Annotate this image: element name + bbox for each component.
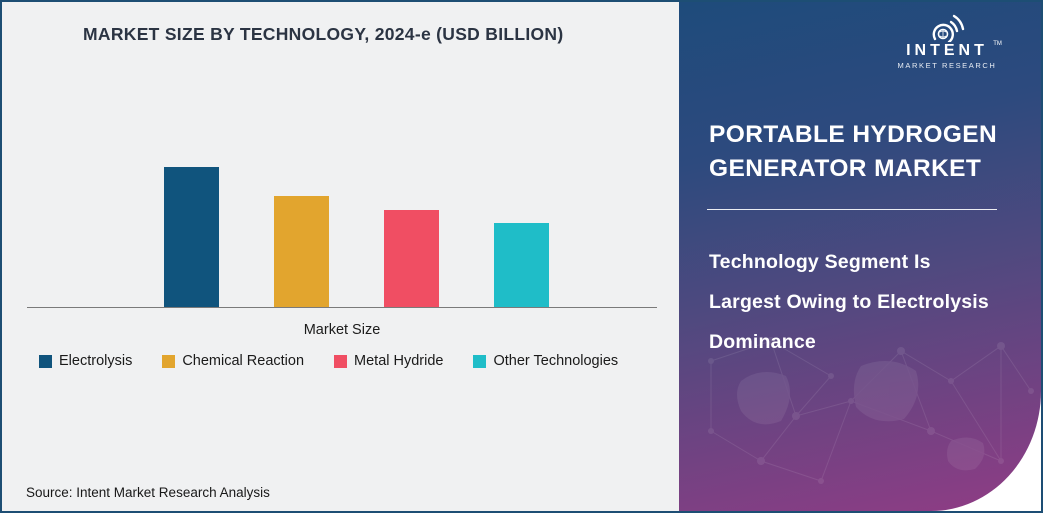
legend-swatch-icon [334,354,348,368]
legend-label: Electrolysis [59,353,133,369]
legend-item-electrolysis: Electrolysis [39,353,132,369]
panel-subtitle-line1: Technology Segment Is [709,251,931,273]
brand-panel: INTENT TM MARKET RESEARCH PORTABLE HYDRO… [679,2,1041,511]
bar-other-technologies [494,223,549,307]
source-note: Source: Intent Market Research Analysis [26,485,270,500]
x-axis-label: Market Size [303,322,381,338]
legend-swatch-icon [162,354,176,368]
intent-logo: INTENT TM MARKET RESEARCH [877,12,1017,70]
legend-item-chemical-reaction: Chemical Reaction [162,353,304,369]
panel-divider [707,209,997,210]
chart-title: MARKET SIZE BY TECHNOLOGY, 2024-e (USD B… [83,24,564,44]
legend-label: Chemical Reaction [182,353,305,369]
logo-name: INTENT [906,42,988,59]
legend-label: Other Technologies [493,353,619,369]
legend-item-other-technologies: Other Technologies [473,353,618,369]
legend-item-metal-hydride: Metal Hydride [334,353,443,369]
bar-chemical-reaction [274,196,329,307]
panel-subtitle-line2: Largest Owing to Electrolysis [709,291,989,313]
legend-swatch-icon [473,354,487,368]
logo-subtext: MARKET RESEARCH [897,61,997,70]
logo-tm: TM [993,41,1002,47]
legend-swatch-icon [39,354,52,368]
panel-subtitle: Technology Segment Is Largest Owing to E… [709,242,1009,362]
panel-title-line1: PORTABLE HYDROGEN [709,121,998,148]
panel-subtitle-line3: Dominance [709,331,816,353]
logo-wordmark: INTENT TM [906,41,1002,59]
panel-title: PORTABLE HYDROGEN GENERATOR MARKET [709,118,1009,186]
panel-title-line2: GENERATOR MARKET [709,155,982,182]
bar-electrolysis [164,167,219,307]
plot-area [27,152,657,308]
legend-label: Metal Hydride [354,353,444,369]
logo-signal-icon [917,12,977,44]
bar-metal-hydride [384,210,439,307]
chart-legend: Electrolysis Chemical Reaction Metal Hydri… [39,353,618,369]
chart-section: MARKET SIZE BY TECHNOLOGY, 2024-e (USD B… [2,2,679,511]
